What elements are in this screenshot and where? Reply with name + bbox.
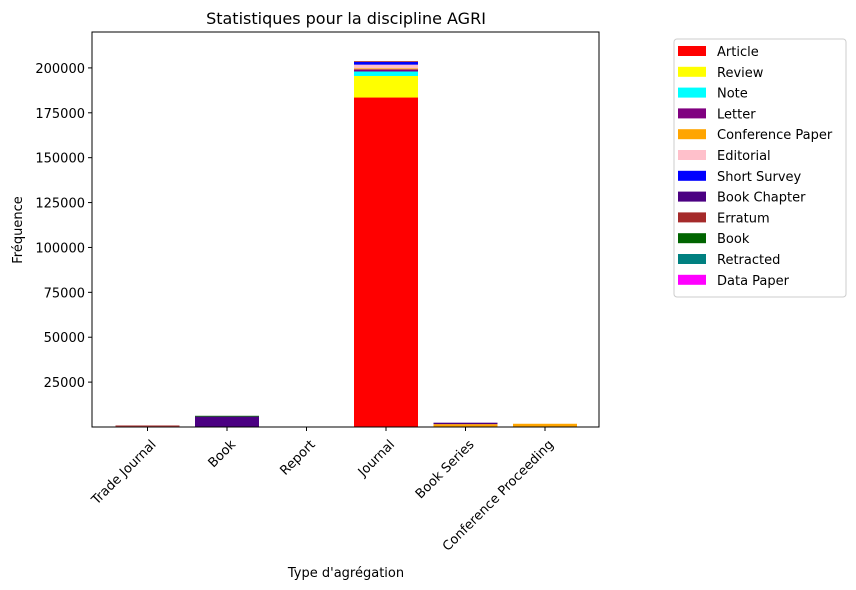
legend-swatch [678, 66, 706, 77]
bar-book-chapter-4 [433, 422, 498, 425]
y-tick-label: 175000 [35, 107, 85, 122]
x-axis-label: Type d'agrégation [287, 566, 404, 581]
legend-label: Book Chapter [717, 191, 806, 206]
bar-conference-paper-4 [433, 424, 498, 427]
legend-label: Data Paper [717, 274, 790, 289]
legend-label: Book [717, 232, 750, 247]
legend-label: Conference Paper [717, 128, 833, 143]
legend-swatch [678, 150, 706, 160]
legend-label: Retracted [717, 253, 780, 268]
bar-book-chapter-1 [195, 416, 259, 427]
legend-label: Article [717, 45, 759, 60]
y-tick-label: 100000 [35, 241, 85, 256]
bar-conference-paper-5 [513, 423, 577, 427]
bar-article-3 [354, 97, 418, 427]
legend-swatch [678, 46, 706, 56]
legend-swatch [678, 212, 706, 223]
bar-letter-3 [354, 69, 418, 72]
y-tick-label: 75000 [44, 286, 85, 301]
legend-swatch [678, 129, 706, 140]
y-axis-label: Fréquence [11, 196, 26, 263]
bar-conference-paper-3 [354, 68, 418, 70]
legend-label: Short Survey [717, 170, 802, 185]
x-axis: Trade Journal Book Report Journal Book Serie… [88, 427, 557, 555]
legend-frame [673, 38, 847, 298]
bar-note-3 [354, 71, 418, 76]
x-tick-label: Book Series [413, 437, 478, 502]
legend-label: Review [717, 66, 764, 81]
plot-frame [91, 31, 600, 428]
bars-group [115, 61, 577, 427]
legend-label: Editorial [717, 149, 771, 164]
y-tick-label: 200000 [35, 62, 85, 77]
legend-label: Letter [717, 107, 756, 122]
y-tick-label: 50000 [44, 331, 85, 346]
y-tick-label: 125000 [35, 197, 85, 212]
legend-label: Erratum [717, 211, 770, 226]
x-tick-label: Journal [355, 437, 398, 480]
x-tick-label: Report [277, 437, 318, 478]
bar-erratum-3 [354, 61, 418, 62]
legend-swatch [678, 254, 706, 264]
y-tick-label: 25000 [44, 376, 85, 391]
legend-swatch [678, 233, 706, 244]
legend-swatch [678, 170, 706, 181]
legend-swatch [678, 108, 706, 119]
legend-swatch [678, 274, 706, 285]
legend: Article Review Note Letter Conference Paper E… [673, 38, 847, 298]
bar-short-survey-3 [354, 61, 418, 65]
y-axis: 25000 50000 75000 100000 125000 150000 175000 2… [35, 62, 92, 391]
bar-review-3 [354, 75, 418, 98]
bar-editorial-3 [354, 64, 418, 69]
legend-label: Note [717, 87, 748, 102]
x-tick-label: Trade Journal [88, 437, 159, 508]
chart-title: Statistiques pour la discipline AGRI [206, 9, 486, 28]
y-tick-label: 150000 [35, 152, 85, 167]
legend-swatch [678, 191, 706, 202]
x-tick-label: Book [206, 437, 240, 471]
bar-erratum-0 [115, 425, 180, 427]
bar-book-1 [195, 415, 259, 417]
legend-swatch [678, 87, 706, 98]
